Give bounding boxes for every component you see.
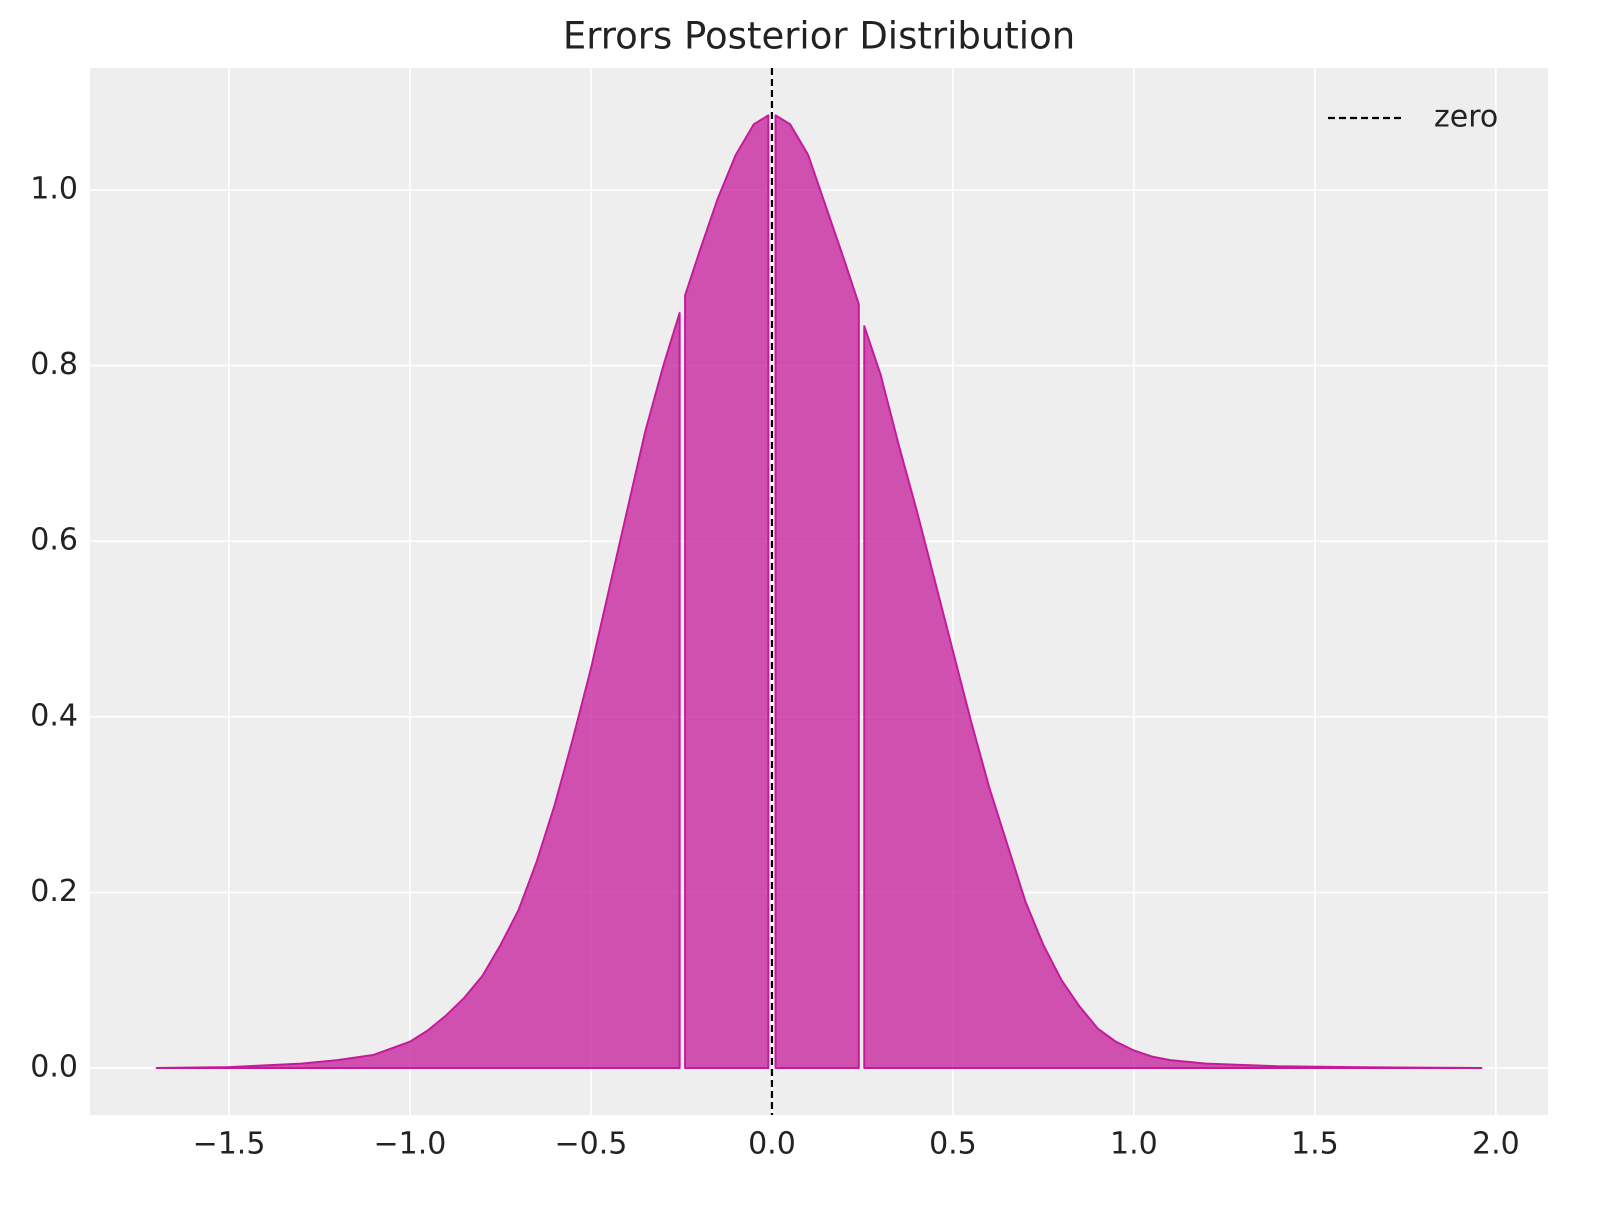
x-tick-label: 0.0 xyxy=(748,1127,796,1162)
y-tick-label: 0.4 xyxy=(30,698,78,733)
x-tick-label: 0.5 xyxy=(929,1127,977,1162)
density-area xyxy=(684,114,770,1070)
y-tick-label: 0.8 xyxy=(30,347,78,382)
y-tick-label: 1.0 xyxy=(30,172,78,207)
x-tick-label: 2.0 xyxy=(1472,1127,1520,1162)
chart-title: Errors Posterior Distribution xyxy=(563,15,1075,58)
y-tick-label: 0.2 xyxy=(30,874,78,909)
x-tick-label: 1.5 xyxy=(1291,1127,1339,1162)
y-tick-label: 0.0 xyxy=(30,1050,78,1085)
density-area xyxy=(155,311,681,1070)
density-area xyxy=(863,325,1483,1070)
legend-label: zero xyxy=(1434,100,1498,135)
x-tick-label: −1.0 xyxy=(374,1127,447,1162)
density-area xyxy=(774,114,860,1070)
y-tick-label: 0.6 xyxy=(30,523,78,558)
x-tick-label: −0.5 xyxy=(555,1127,628,1162)
x-tick-label: −1.5 xyxy=(193,1127,266,1162)
x-tick-label: 1.0 xyxy=(1110,1127,1158,1162)
